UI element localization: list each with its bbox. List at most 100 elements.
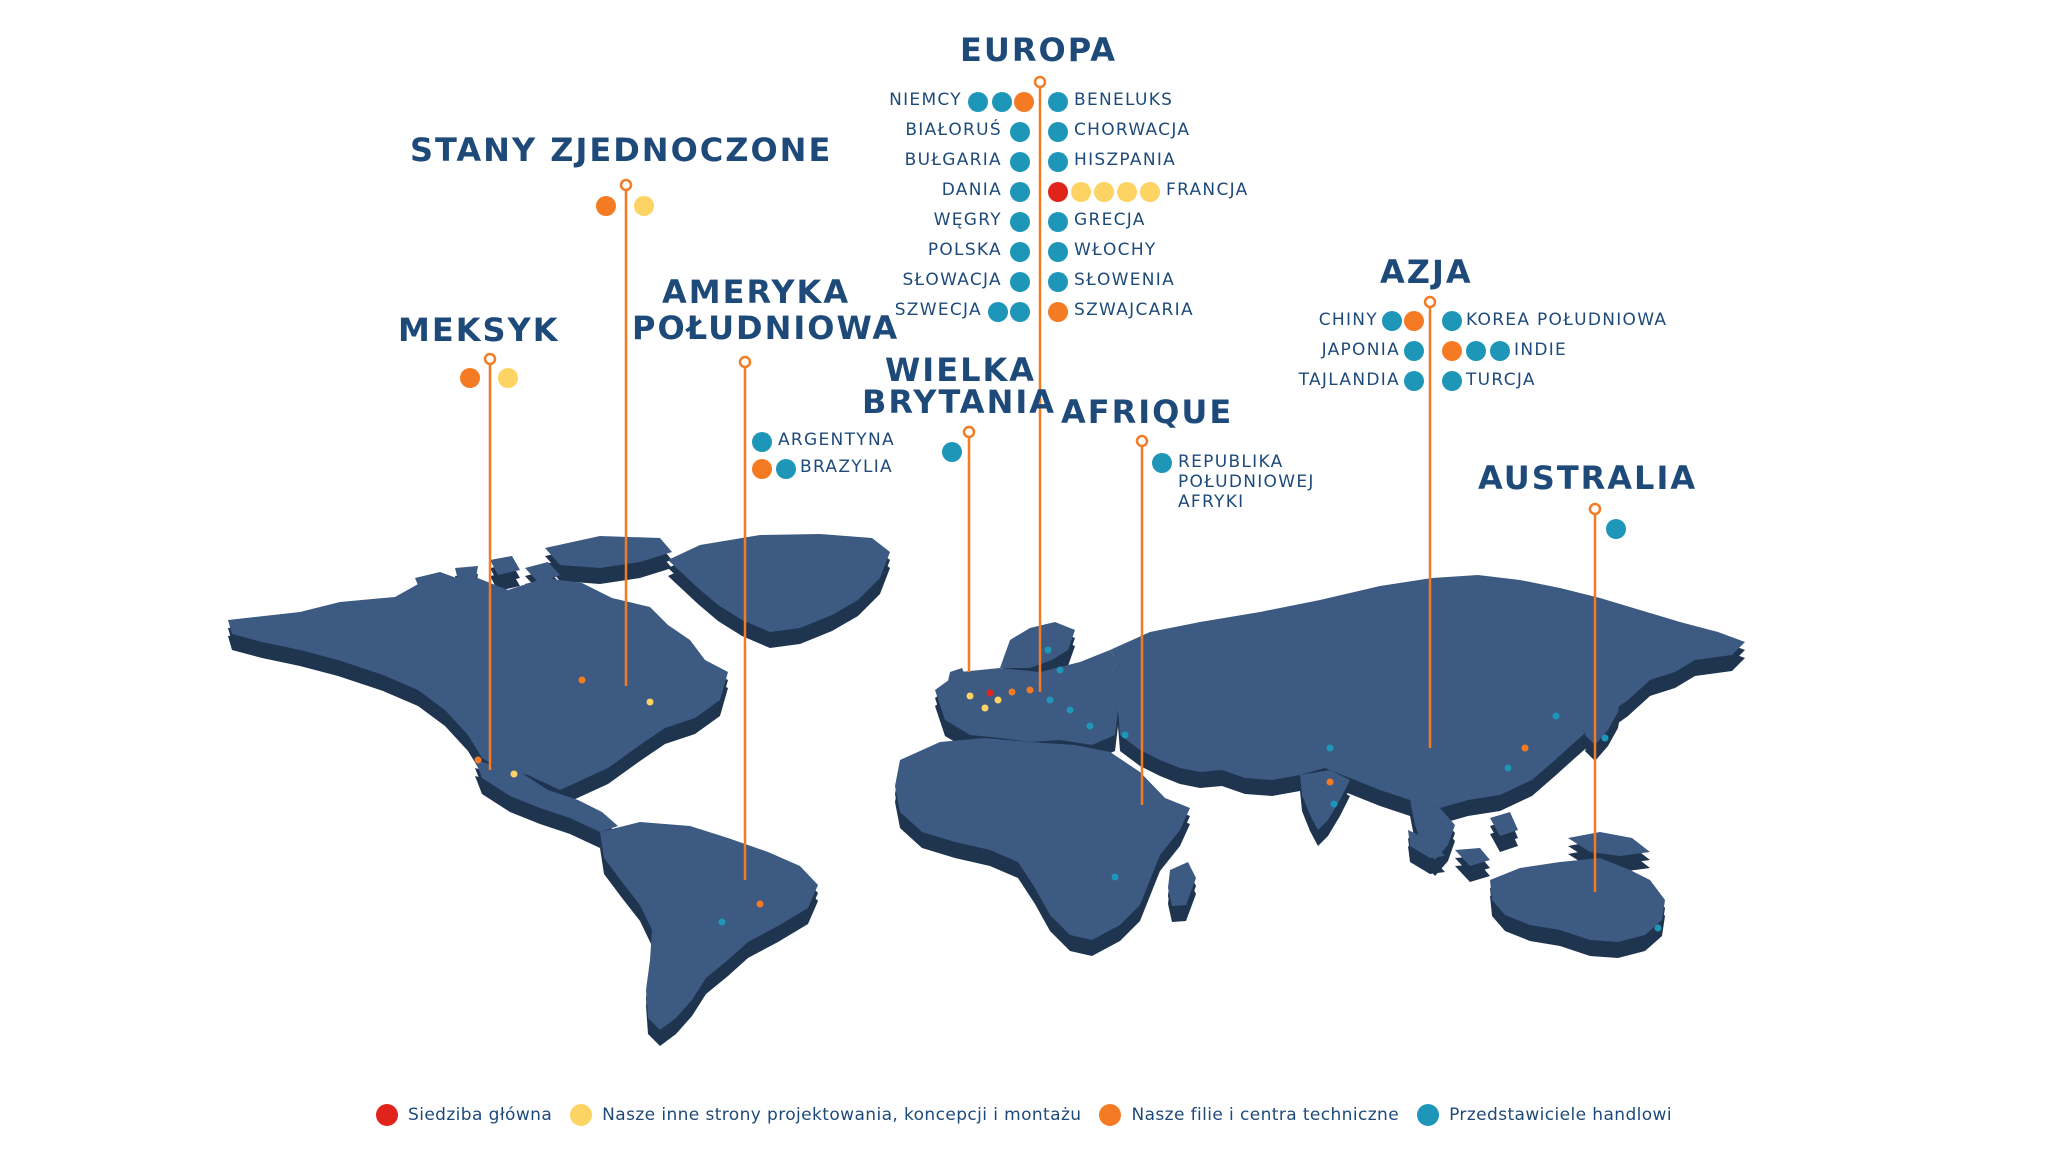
region-title-asia: AZJA	[1380, 253, 1473, 291]
dot-francja-3	[1094, 182, 1114, 202]
pins	[483, 75, 1602, 892]
map-marker	[1121, 731, 1129, 739]
dot-niemcy-1	[968, 92, 988, 112]
legend-dot-orange	[1099, 1104, 1122, 1126]
dot-beneluks	[1048, 92, 1068, 112]
pin-head-africa	[1135, 434, 1149, 448]
dot-bulgaria	[1010, 152, 1030, 172]
dot-grecja	[1048, 212, 1068, 232]
europe-country-bialorus: BIAŁORUŚ	[905, 120, 1002, 140]
landmass-top	[228, 534, 1745, 1030]
europe-country-niemcy: NIEMCY	[889, 90, 962, 110]
dot-bialorus	[1010, 122, 1030, 142]
region-title-south-america-line2: POŁUDNIOWA	[632, 309, 900, 347]
map-marker	[510, 770, 518, 778]
dot-brazylia-1	[752, 459, 772, 479]
dot-francja-2	[1071, 182, 1091, 202]
europe-country-polska: POLSKA	[927, 240, 1002, 260]
dot-dania	[1010, 182, 1030, 202]
map-marker	[1044, 646, 1052, 654]
map-marker	[1086, 722, 1094, 730]
europe-country-hiszpania: HISZPANIA	[1074, 150, 1177, 170]
dot-indie-2	[1466, 341, 1486, 361]
map-marker	[1026, 686, 1034, 694]
dot-niemcy-3	[1014, 92, 1034, 112]
dot-szwajcaria	[1048, 302, 1068, 322]
europe-country-slowacja: SŁOWACJA	[902, 270, 1002, 290]
map-marker	[966, 692, 974, 700]
legend-dot-blue	[1417, 1104, 1440, 1126]
europe-country-beneluks: BENELUKS	[1074, 90, 1174, 110]
map-marker	[1601, 734, 1609, 742]
pin-head-asia	[1423, 295, 1437, 309]
legend-item-subsidiaries: Nasze filie i centra techniczne	[1099, 1104, 1399, 1126]
region-title-usa: STANY ZJEDNOCZONE	[410, 131, 833, 169]
region-title-mexico: MEKSYK	[398, 311, 560, 349]
dot-australia	[1606, 519, 1626, 539]
asia-country-turcja: TURCJA	[1466, 370, 1536, 390]
dot-indie-3	[1490, 341, 1510, 361]
legend-label: Nasze filie i centra techniczne	[1131, 1105, 1400, 1125]
map-marker	[474, 756, 482, 764]
asia-country-japonia: JAPONIA	[1321, 340, 1400, 360]
pin-head-mexico	[483, 352, 497, 366]
sa-country-brazylia: BRAZYLIA	[800, 457, 893, 477]
map-marker	[718, 918, 726, 926]
map-marker	[1654, 924, 1662, 932]
dot-hiszpania	[1048, 152, 1068, 172]
dot-mexico-1	[460, 368, 480, 388]
europe-country-dania: DANIA	[941, 180, 1002, 200]
asia-country-indie: INDIE	[1514, 340, 1568, 360]
europe-country-szwajcaria: SZWAJCARIA	[1074, 300, 1194, 320]
map-marker	[1326, 744, 1334, 752]
map-marker	[1326, 778, 1334, 786]
region-title-australia: AUSTRALIA	[1478, 459, 1698, 497]
dot-niemcy-2	[992, 92, 1012, 112]
africa-country-line1: REPUBLIKA	[1178, 452, 1284, 472]
map-marker	[1046, 696, 1054, 704]
map-marker	[1111, 873, 1119, 881]
legend-label: Nasze inne strony projektowania, koncepc…	[602, 1105, 1082, 1125]
map-marker	[646, 698, 654, 706]
europe-country-chorwacja: CHORWACJA	[1074, 120, 1191, 140]
dot-tajlandia	[1404, 371, 1424, 391]
map-marker	[994, 696, 1002, 704]
africa-country-line2: POŁUDNIOWEJ	[1178, 472, 1315, 492]
dot-chiny-2	[1404, 311, 1424, 331]
europe-country-francja: FRANCJA	[1166, 180, 1249, 200]
map-marker	[981, 704, 989, 712]
africa-country-line3: AFRYKI	[1178, 492, 1245, 512]
map-marker	[1066, 706, 1074, 714]
dot-usa-1	[596, 196, 616, 216]
europe-country-szwecja: SZWECJA	[894, 300, 982, 320]
region-title-africa: AFRIQUE	[1061, 393, 1234, 431]
map-marker	[578, 676, 586, 684]
region-title-europa: EUROPA	[960, 31, 1117, 69]
dot-francja-4	[1117, 182, 1137, 202]
dot-polska	[1010, 242, 1030, 262]
legend-item-design-sites: Nasze inne strony projektowania, koncepc…	[570, 1104, 1081, 1126]
asia-country-tajlandia: TAJLANDIA	[1298, 370, 1400, 390]
dot-wlochy	[1048, 242, 1068, 262]
map-location-markers	[474, 646, 1662, 932]
pin-head-europe	[1033, 75, 1047, 89]
region-title-uk-line2: BRYTANIA	[862, 383, 1057, 421]
region-title-south-america-line1: AMERYKA	[662, 273, 851, 311]
legend-label: Siedziba główna	[408, 1105, 553, 1125]
dot-wegry	[1010, 212, 1030, 232]
dot-brazylia-2	[776, 459, 796, 479]
legend-item-sales-reps: Przedstawiciele handlowi	[1417, 1104, 1672, 1126]
map-marker	[1521, 744, 1529, 752]
dot-uk	[942, 442, 962, 462]
asia-country-korea: KOREA POŁUDNIOWA	[1466, 310, 1668, 330]
europe-country-bulgaria: BUŁGARIA	[904, 150, 1002, 170]
dot-usa-2	[634, 196, 654, 216]
pin-head-australia	[1588, 502, 1602, 516]
dot-slowenia	[1048, 272, 1068, 292]
europe-country-wegry: WĘGRY	[933, 210, 1002, 230]
map-marker	[1552, 712, 1560, 720]
legend: Siedziba główna Nasze inne strony projek…	[0, 1104, 2048, 1126]
pin-head-south-america	[738, 355, 752, 369]
sa-country-argentyna: ARGENTYNA	[778, 430, 895, 450]
